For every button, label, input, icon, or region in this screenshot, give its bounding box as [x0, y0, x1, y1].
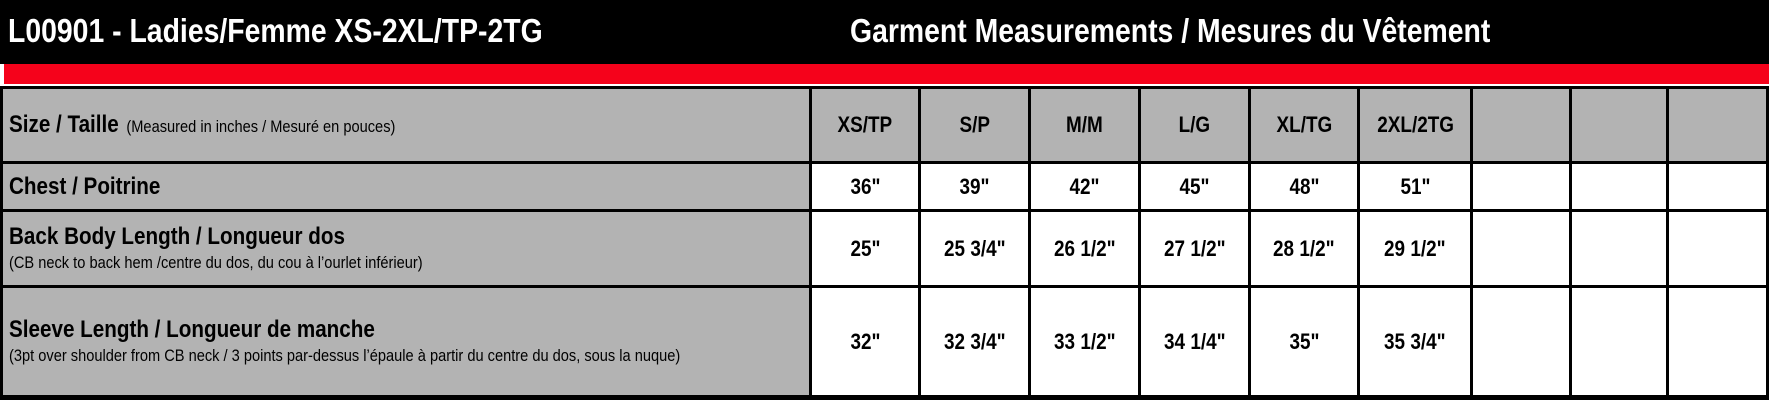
measurement-row: Sleeve Length / Longueur de manche (3pt o…	[0, 285, 1769, 398]
measurement-value	[1568, 161, 1670, 212]
measurement-value	[1469, 285, 1572, 398]
measurement-note: (3pt over shoulder from CB neck / 3 poin…	[9, 346, 681, 365]
size-header: S/P	[918, 86, 1032, 164]
measurement-label-cell: Sleeve Length / Longueur de manche (3pt o…	[0, 285, 812, 398]
measurement-value	[1568, 209, 1670, 288]
accent-band	[4, 64, 1769, 84]
measurement-value: 26 1/2"	[1028, 209, 1141, 288]
measurement-value	[1666, 161, 1769, 212]
size-header	[1666, 86, 1769, 164]
measurement-value: 32"	[808, 285, 922, 398]
measurement-value: 28 1/2"	[1247, 209, 1361, 288]
size-header: XL/TG	[1247, 86, 1361, 164]
measurement-value: 33 1/2"	[1028, 285, 1141, 398]
measurement-value	[1568, 285, 1670, 398]
measurement-label: Back Body Length / Longueur dos	[9, 223, 345, 250]
measurement-label-cell: Chest / Poitrine	[0, 161, 812, 212]
product-title: L00901 - Ladies/Femme XS-2XL/TP-2TG	[8, 12, 543, 49]
measurement-value: 27 1/2"	[1137, 209, 1251, 288]
measurement-value	[1469, 209, 1572, 288]
measurement-value: 35 3/4"	[1357, 285, 1473, 398]
measurement-value: 48"	[1247, 161, 1361, 212]
measurement-value: 36"	[808, 161, 922, 212]
measurement-value: 29 1/2"	[1357, 209, 1473, 288]
measurement-label-cell: Back Body Length / Longueur dos (CB neck …	[0, 209, 812, 288]
size-label: Size / Taille	[9, 111, 119, 138]
measurement-value	[1666, 209, 1769, 288]
measurement-value: 45"	[1137, 161, 1251, 212]
size-header-row: Size / Taille (Measured in inches / Mesu…	[0, 86, 1769, 164]
size-label-cell: Size / Taille (Measured in inches / Mesu…	[0, 86, 812, 164]
measurement-value: 39"	[918, 161, 1032, 212]
size-header: M/M	[1028, 86, 1141, 164]
measurement-value: 25"	[808, 209, 922, 288]
measurement-value: 42"	[1028, 161, 1141, 212]
title-bar: L00901 - Ladies/Femme XS-2XL/TP-2TG Garm…	[0, 0, 1769, 64]
size-header: XS/TP	[808, 86, 922, 164]
measurement-note: (CB neck to back hem /centre du dos, du …	[9, 253, 423, 272]
measurement-value	[1469, 161, 1572, 212]
measurement-label: Chest / Poitrine	[9, 172, 161, 200]
measurement-value	[1666, 285, 1769, 398]
size-note: (Measured in inches / Mesuré en pouces)	[126, 117, 396, 136]
measurement-value: 25 3/4"	[918, 209, 1032, 288]
size-header	[1469, 86, 1572, 164]
measurement-value: 32 3/4"	[918, 285, 1032, 398]
measurement-value: 35"	[1247, 285, 1361, 398]
measurement-row: Chest / Poitrine 36" 39" 42" 45" 48" 51"	[0, 161, 1769, 212]
measurement-row: Back Body Length / Longueur dos (CB neck …	[0, 209, 1769, 288]
measurement-value: 51"	[1357, 161, 1473, 212]
measurement-value: 34 1/4"	[1137, 285, 1251, 398]
measurement-label: Sleeve Length / Longueur de manche	[9, 316, 375, 343]
size-header: L/G	[1137, 86, 1251, 164]
section-title: Garment Measurements / Mesures du Vêteme…	[850, 12, 1491, 49]
measurement-table: Size / Taille (Measured in inches / Mesu…	[0, 86, 1769, 400]
size-header: 2XL/2TG	[1357, 86, 1473, 164]
size-header	[1568, 86, 1670, 164]
